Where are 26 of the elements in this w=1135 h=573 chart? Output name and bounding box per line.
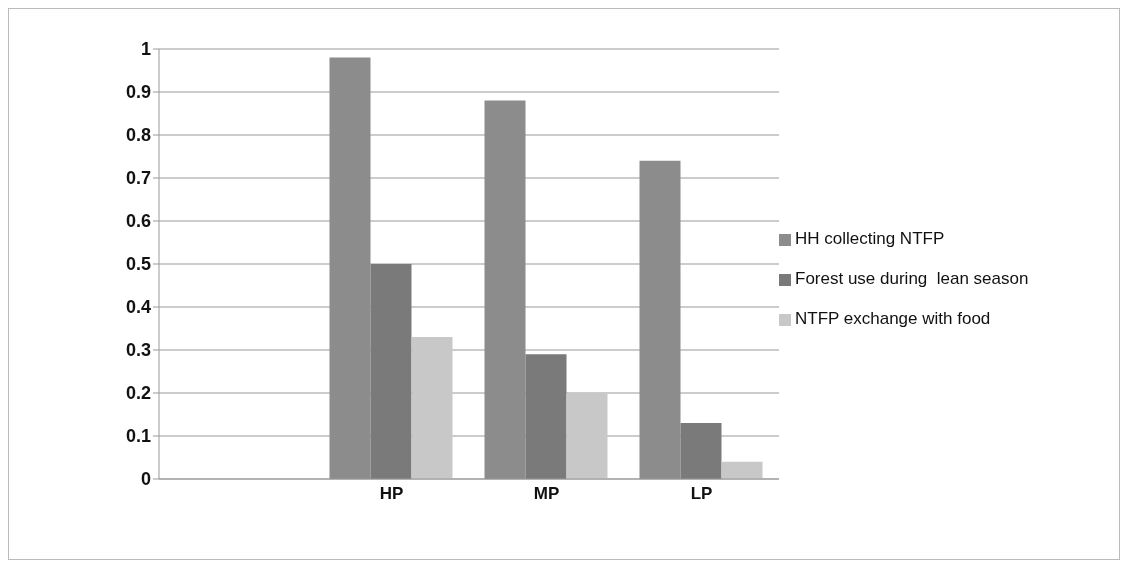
bar (639, 160, 681, 479)
bar (484, 100, 526, 479)
x-tick-label: MP (533, 484, 560, 504)
bar (411, 337, 453, 479)
y-tick-label: 0.4 (125, 297, 151, 318)
bar (566, 393, 608, 479)
bar (370, 264, 412, 479)
x-tick-label: HP (379, 484, 404, 504)
y-tick-label: 1 (140, 39, 151, 60)
x-tick-label: LP (690, 484, 713, 504)
y-tick-label: 0.9 (125, 82, 151, 103)
y-tick-label: 0 (140, 469, 151, 490)
y-tick-label: 0.5 (125, 254, 151, 275)
legend-label: Forest use during lean season (795, 269, 1029, 288)
bar (329, 57, 371, 479)
legend-label: HH collecting NTFP (795, 229, 945, 248)
bar (721, 461, 763, 479)
y-tick-label: 0.2 (125, 383, 151, 404)
y-tick-label: 0.7 (125, 168, 151, 189)
y-tick-label: 0.1 (125, 426, 151, 447)
legend-label: NTFP exchange with food (795, 309, 991, 328)
bar (680, 423, 722, 479)
y-tick-label: 0.3 (125, 340, 151, 361)
y-tick-label: 0.8 (125, 125, 151, 146)
bar (525, 354, 567, 479)
y-tick-label: 0.6 (125, 211, 151, 232)
